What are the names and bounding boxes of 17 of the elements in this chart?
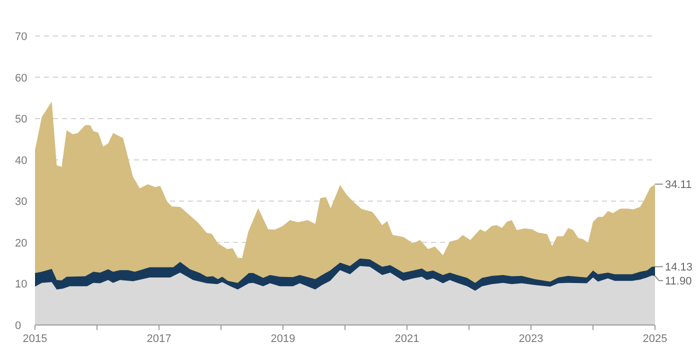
y-tick-label: 30	[15, 196, 28, 208]
y-tick-label: 60	[15, 72, 28, 84]
y-tick-label: 10	[15, 278, 28, 291]
y-tick-label: 50	[15, 114, 28, 126]
data-label: 11.90	[665, 276, 692, 288]
y-tick-label: 40	[15, 154, 28, 167]
x-tick-label: 2015	[22, 333, 48, 345]
data-label: 34.11	[665, 179, 692, 192]
y-tick-label: 0	[15, 320, 22, 332]
data-label: 14.13	[665, 262, 693, 274]
x-tick-label: 2017	[146, 333, 172, 345]
y-tick-label: 70	[15, 31, 28, 43]
x-tick-label: 2019	[270, 333, 296, 345]
x-tick-label: 2023	[518, 333, 544, 345]
x-tick-label: 2021	[394, 333, 420, 345]
x-tick-label: 2025	[642, 333, 668, 345]
y-tick-label: 20	[15, 237, 28, 250]
